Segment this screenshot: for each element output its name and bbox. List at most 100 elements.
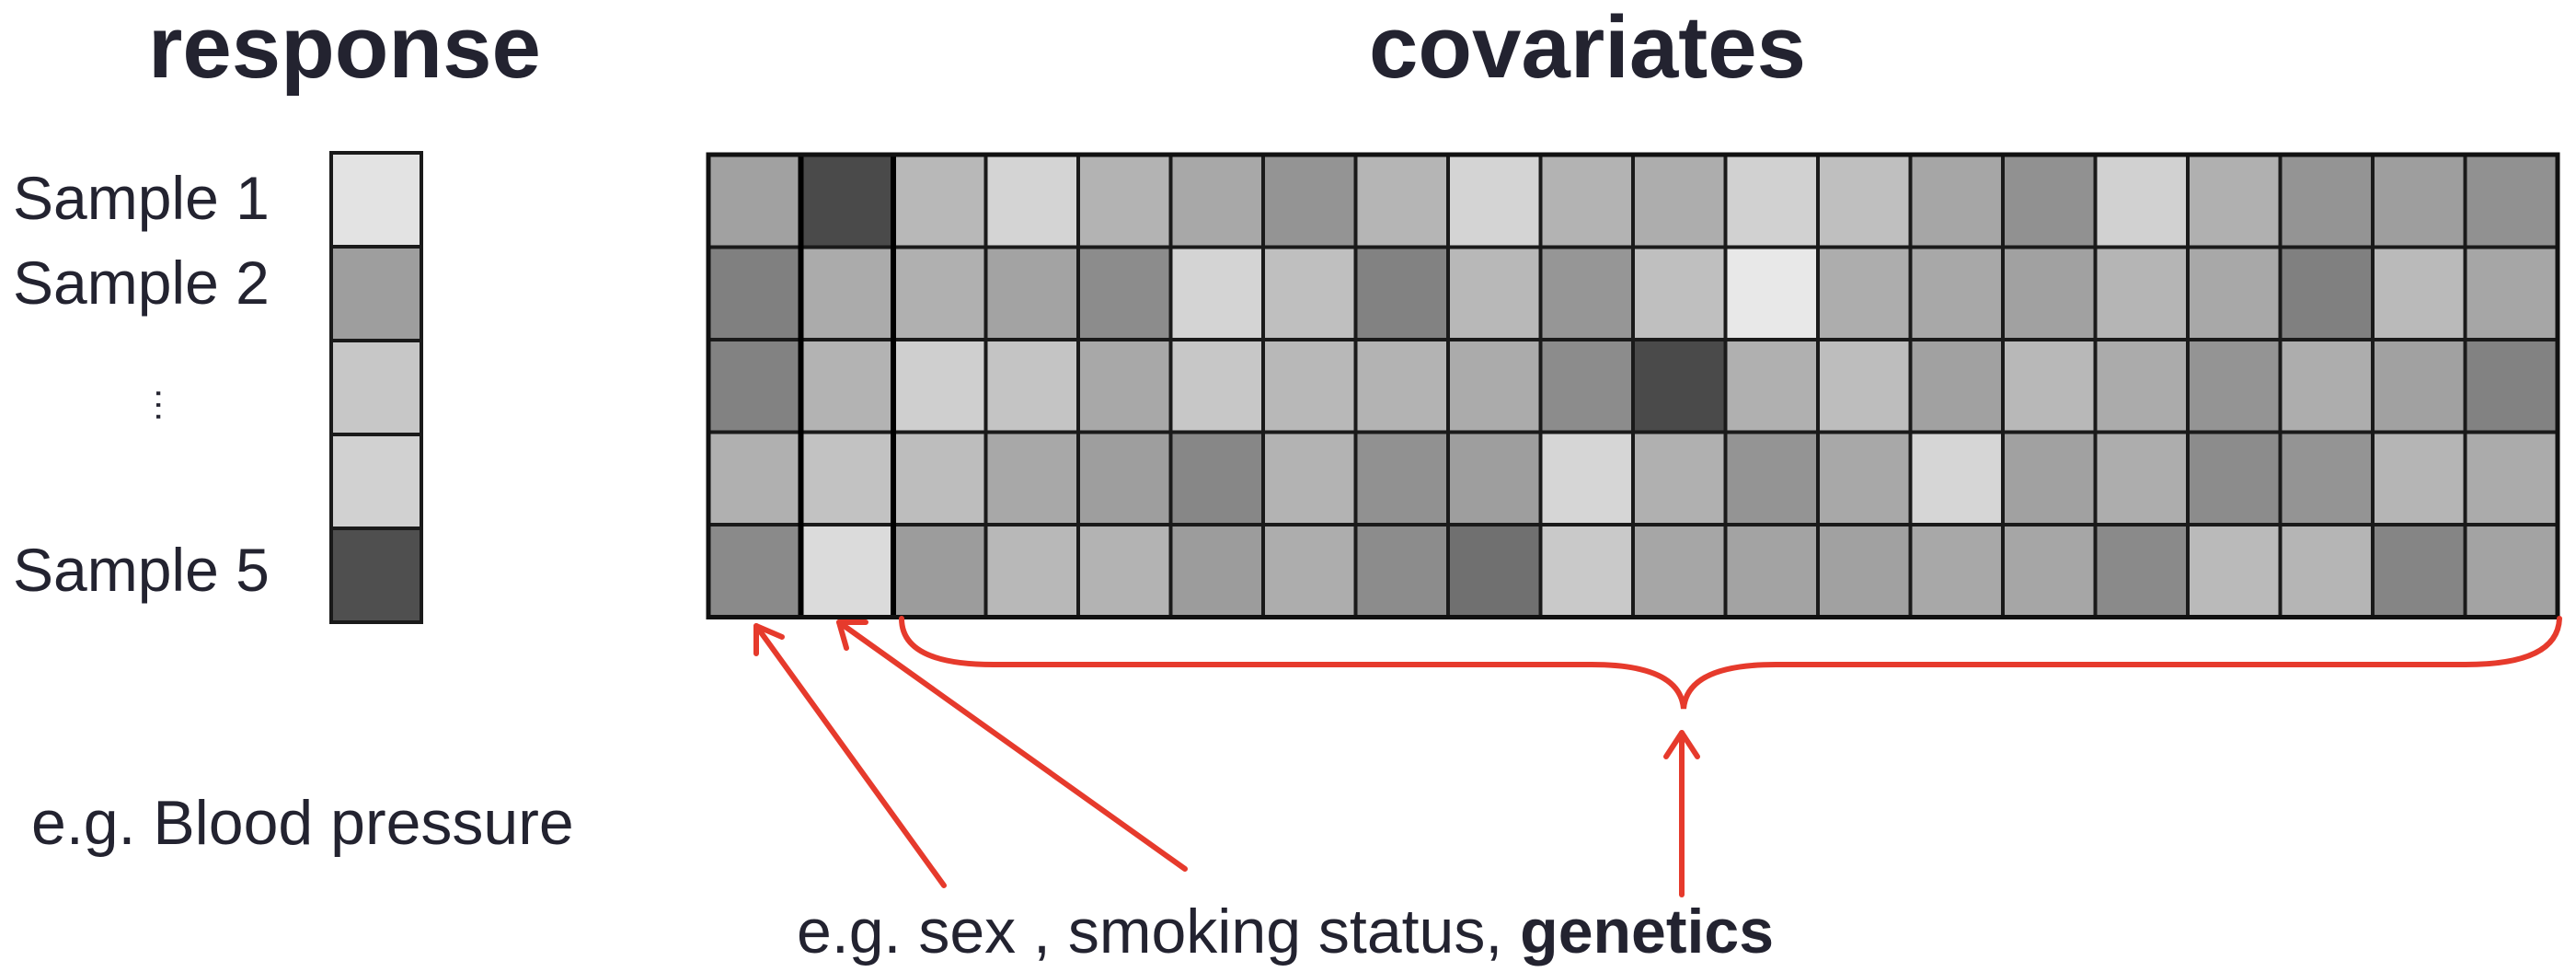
covariate-cell [1353,153,1450,249]
covariate-cell [799,153,895,249]
covariate-cell [2463,153,2559,249]
covariate-cell [2463,523,2559,619]
sex-arrowhead [753,623,785,656]
genetics-arrowhead [1663,730,1700,759]
covariate-cell [707,338,803,434]
covariate-cell [1076,430,1173,526]
covariate-cell [2278,430,2375,526]
covariate-cell [1908,523,2005,619]
smoking-example-text: smoking status [1067,897,1486,966]
response-column [329,151,423,624]
sex-example-text: e.g. sex [797,897,1017,966]
covariate-cell [1723,523,1820,619]
covariate-cell [2186,338,2283,434]
covariate-cell [2001,523,2098,619]
covariate-cell [2278,153,2375,249]
covariate-cell [1723,153,1820,249]
covariate-cell [2001,245,2098,341]
covariate-cell [1908,430,2005,526]
covariate-cell [2186,153,2283,249]
response-cell [329,245,423,342]
covariate-cell [1631,245,1728,341]
covariate-cell [1446,153,1543,249]
covariate-cell [799,245,895,341]
covariate-cell [1538,245,1635,341]
covariate-cell [2093,245,2190,341]
covariate-cell [1908,338,2005,434]
covariate-cell [799,430,895,526]
covariate-cell [1261,430,1358,526]
covariate-cell [1168,338,1265,434]
covariate-cell [2278,523,2375,619]
covariate-cell [1168,245,1265,341]
covariate-cell [1723,245,1820,341]
covariate-cell [799,523,895,619]
covariate-cell [1446,245,1543,341]
covariate-cell [1908,245,2005,341]
covariate-cell [707,430,803,526]
covariate-cell [799,338,895,434]
covariate-cell [1446,338,1543,434]
covariate-cell [2278,245,2375,341]
covariate-cell [1631,338,1728,434]
covariate-cell [1446,523,1543,619]
smoking-arrow-line [836,619,1188,872]
covariate-cell [2186,523,2283,619]
covariate-cell [2001,153,2098,249]
covariate-cell [2186,430,2283,526]
covariate-cell [2093,523,2190,619]
covariate-cell [1168,153,1265,249]
covariate-cell [2001,338,2098,434]
covariate-cell [1816,245,1913,341]
smoking-arrowhead [836,619,868,651]
covariate-cell [1816,430,1913,526]
covariate-cell [983,430,1080,526]
covariate-cell [1538,153,1635,249]
covariate-cell [2371,245,2467,341]
covariate-cell [2093,338,2190,434]
covariate-cell [1353,523,1450,619]
covariate-cell [1353,338,1450,434]
covariate-cell [1076,523,1173,619]
covariate-cell [1908,153,2005,249]
response-cell [329,339,423,436]
genetics-brace [899,616,2562,710]
covariate-cell [1076,338,1173,434]
covariate-cell [2371,338,2467,434]
covariate-cell [2186,245,2283,341]
covariates-heading: covariates [1369,0,1806,97]
sample-2-label: Sample 2 [13,249,270,317]
covariate-cell [1723,338,1820,434]
covariate-cell [2463,338,2559,434]
covariate-cell [891,523,988,619]
covariate-cell [1538,430,1635,526]
separator-text: , [1016,897,1068,966]
covariate-cell [1076,153,1173,249]
covariate-cell [2093,153,2190,249]
covariate-cell [1538,338,1635,434]
annotations [753,616,2562,897]
covariate-cell [983,245,1080,341]
covariate-cell [2278,338,2375,434]
covariate-cell [707,153,803,249]
covariate-cell [891,430,988,526]
covariate-cell [983,153,1080,249]
covariate-cell [1261,245,1358,341]
covariate-cell [2093,430,2190,526]
genetics-example-text: genetics [1520,897,1775,966]
covariate-cell [1631,523,1728,619]
covariate-cell [1816,338,1913,434]
sample-1-label: Sample 1 [13,164,270,232]
covariate-cell [891,153,988,249]
covariate-cell [983,338,1080,434]
covariate-cell [2463,430,2559,526]
sample-5-label: Sample 5 [13,536,270,604]
covariate-cell [1723,430,1820,526]
response-heading: response [148,0,541,97]
covariate-cell [1631,153,1728,249]
covariate-cell [2371,430,2467,526]
covariate-cell [1168,430,1265,526]
covariate-cell [891,245,988,341]
sex-arrow-line [753,623,947,888]
